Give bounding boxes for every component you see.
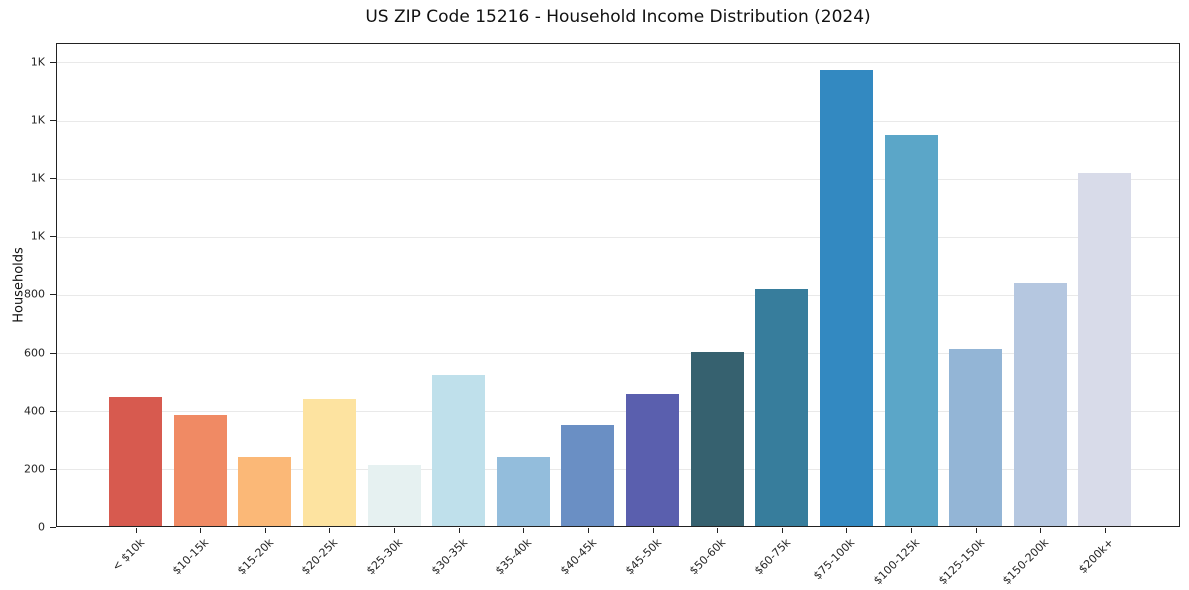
gridline [57,469,1179,471]
x-tick-label: $30-35k [428,536,470,578]
bar [109,397,162,526]
y-tick-mark [50,120,56,122]
bar [884,135,938,526]
x-tick-mark [200,528,202,533]
gridline [57,62,1179,64]
x-tick-mark [135,528,137,533]
x-tick-mark [975,528,977,533]
gridline [57,411,1179,413]
bar [1013,282,1067,526]
x-tick-mark [264,528,266,533]
y-tick-mark [50,410,56,412]
chart-title: US ZIP Code 15216 - Household Income Dis… [365,7,871,27]
x-tick-mark [1040,528,1042,533]
gridline [57,178,1179,180]
x-tick-label: $125-150k [935,536,987,588]
y-tick-label: 400 [24,404,45,418]
x-tick-label: $35-40k [493,536,535,578]
bar [755,288,809,526]
y-tick-label: 0 [38,520,45,534]
bar [496,456,550,526]
x-tick-label: $200k+ [1076,536,1117,577]
x-tick-label: < $10k [109,536,147,574]
x-tick-mark [846,528,848,533]
x-tick-mark [394,528,396,533]
x-tick-label: $45-50k [622,536,664,578]
bar [626,394,680,526]
y-tick-label: 1K [30,171,45,185]
y-tick-label: 800 [24,287,45,301]
x-tick-label: $75-100k [811,536,858,583]
gridline [57,236,1179,238]
x-tick-label: $25-30k [363,536,406,578]
x-tick-mark [1104,528,1106,533]
x-tick-label: $50-60k [687,536,729,578]
bar [432,375,486,526]
bar [949,349,1003,526]
x-tick-label: $60-75k [751,536,793,578]
x-tick-label: $15-20k [234,536,276,578]
y-tick-mark [50,294,56,296]
y-tick-mark [50,236,56,238]
y-tick-label: 1K [30,229,45,243]
bar [367,464,421,526]
gridline [57,120,1179,122]
y-tick-label: 1K [30,113,45,127]
x-tick-mark [652,528,654,533]
x-tick-mark [329,528,331,533]
plot-area [56,43,1180,527]
x-tick-label: $10-15k [170,536,212,578]
x-tick-mark [717,528,719,533]
y-tick-label: 1K [30,55,45,69]
gridline [57,294,1179,296]
x-tick-label: $20-25k [299,536,341,578]
bar [173,414,227,526]
bar [302,398,356,526]
bar [819,70,873,526]
bar [561,424,615,526]
x-tick-label: $150-200k [1000,536,1052,588]
x-tick-mark [587,528,589,533]
y-tick-label: 200 [24,462,45,476]
bar [690,352,744,526]
x-tick-mark [781,528,783,533]
bar [238,456,292,526]
y-axis-label: Households [11,247,27,323]
gridline [57,353,1179,355]
y-tick-mark [50,527,56,528]
y-tick-mark [50,178,56,180]
x-tick-mark [911,528,913,533]
x-tick-label: $40-45k [557,536,600,578]
x-tick-label: $100-125k [871,536,923,588]
x-tick-mark [458,528,460,533]
y-tick-label: 600 [24,346,45,360]
y-tick-mark [50,352,56,354]
x-tick-mark [523,528,525,533]
y-tick-mark [50,468,56,470]
y-tick-mark [50,61,56,63]
bar [1078,172,1132,526]
